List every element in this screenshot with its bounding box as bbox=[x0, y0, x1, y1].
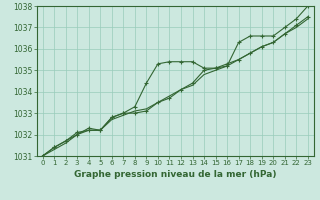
X-axis label: Graphe pression niveau de la mer (hPa): Graphe pression niveau de la mer (hPa) bbox=[74, 170, 276, 179]
